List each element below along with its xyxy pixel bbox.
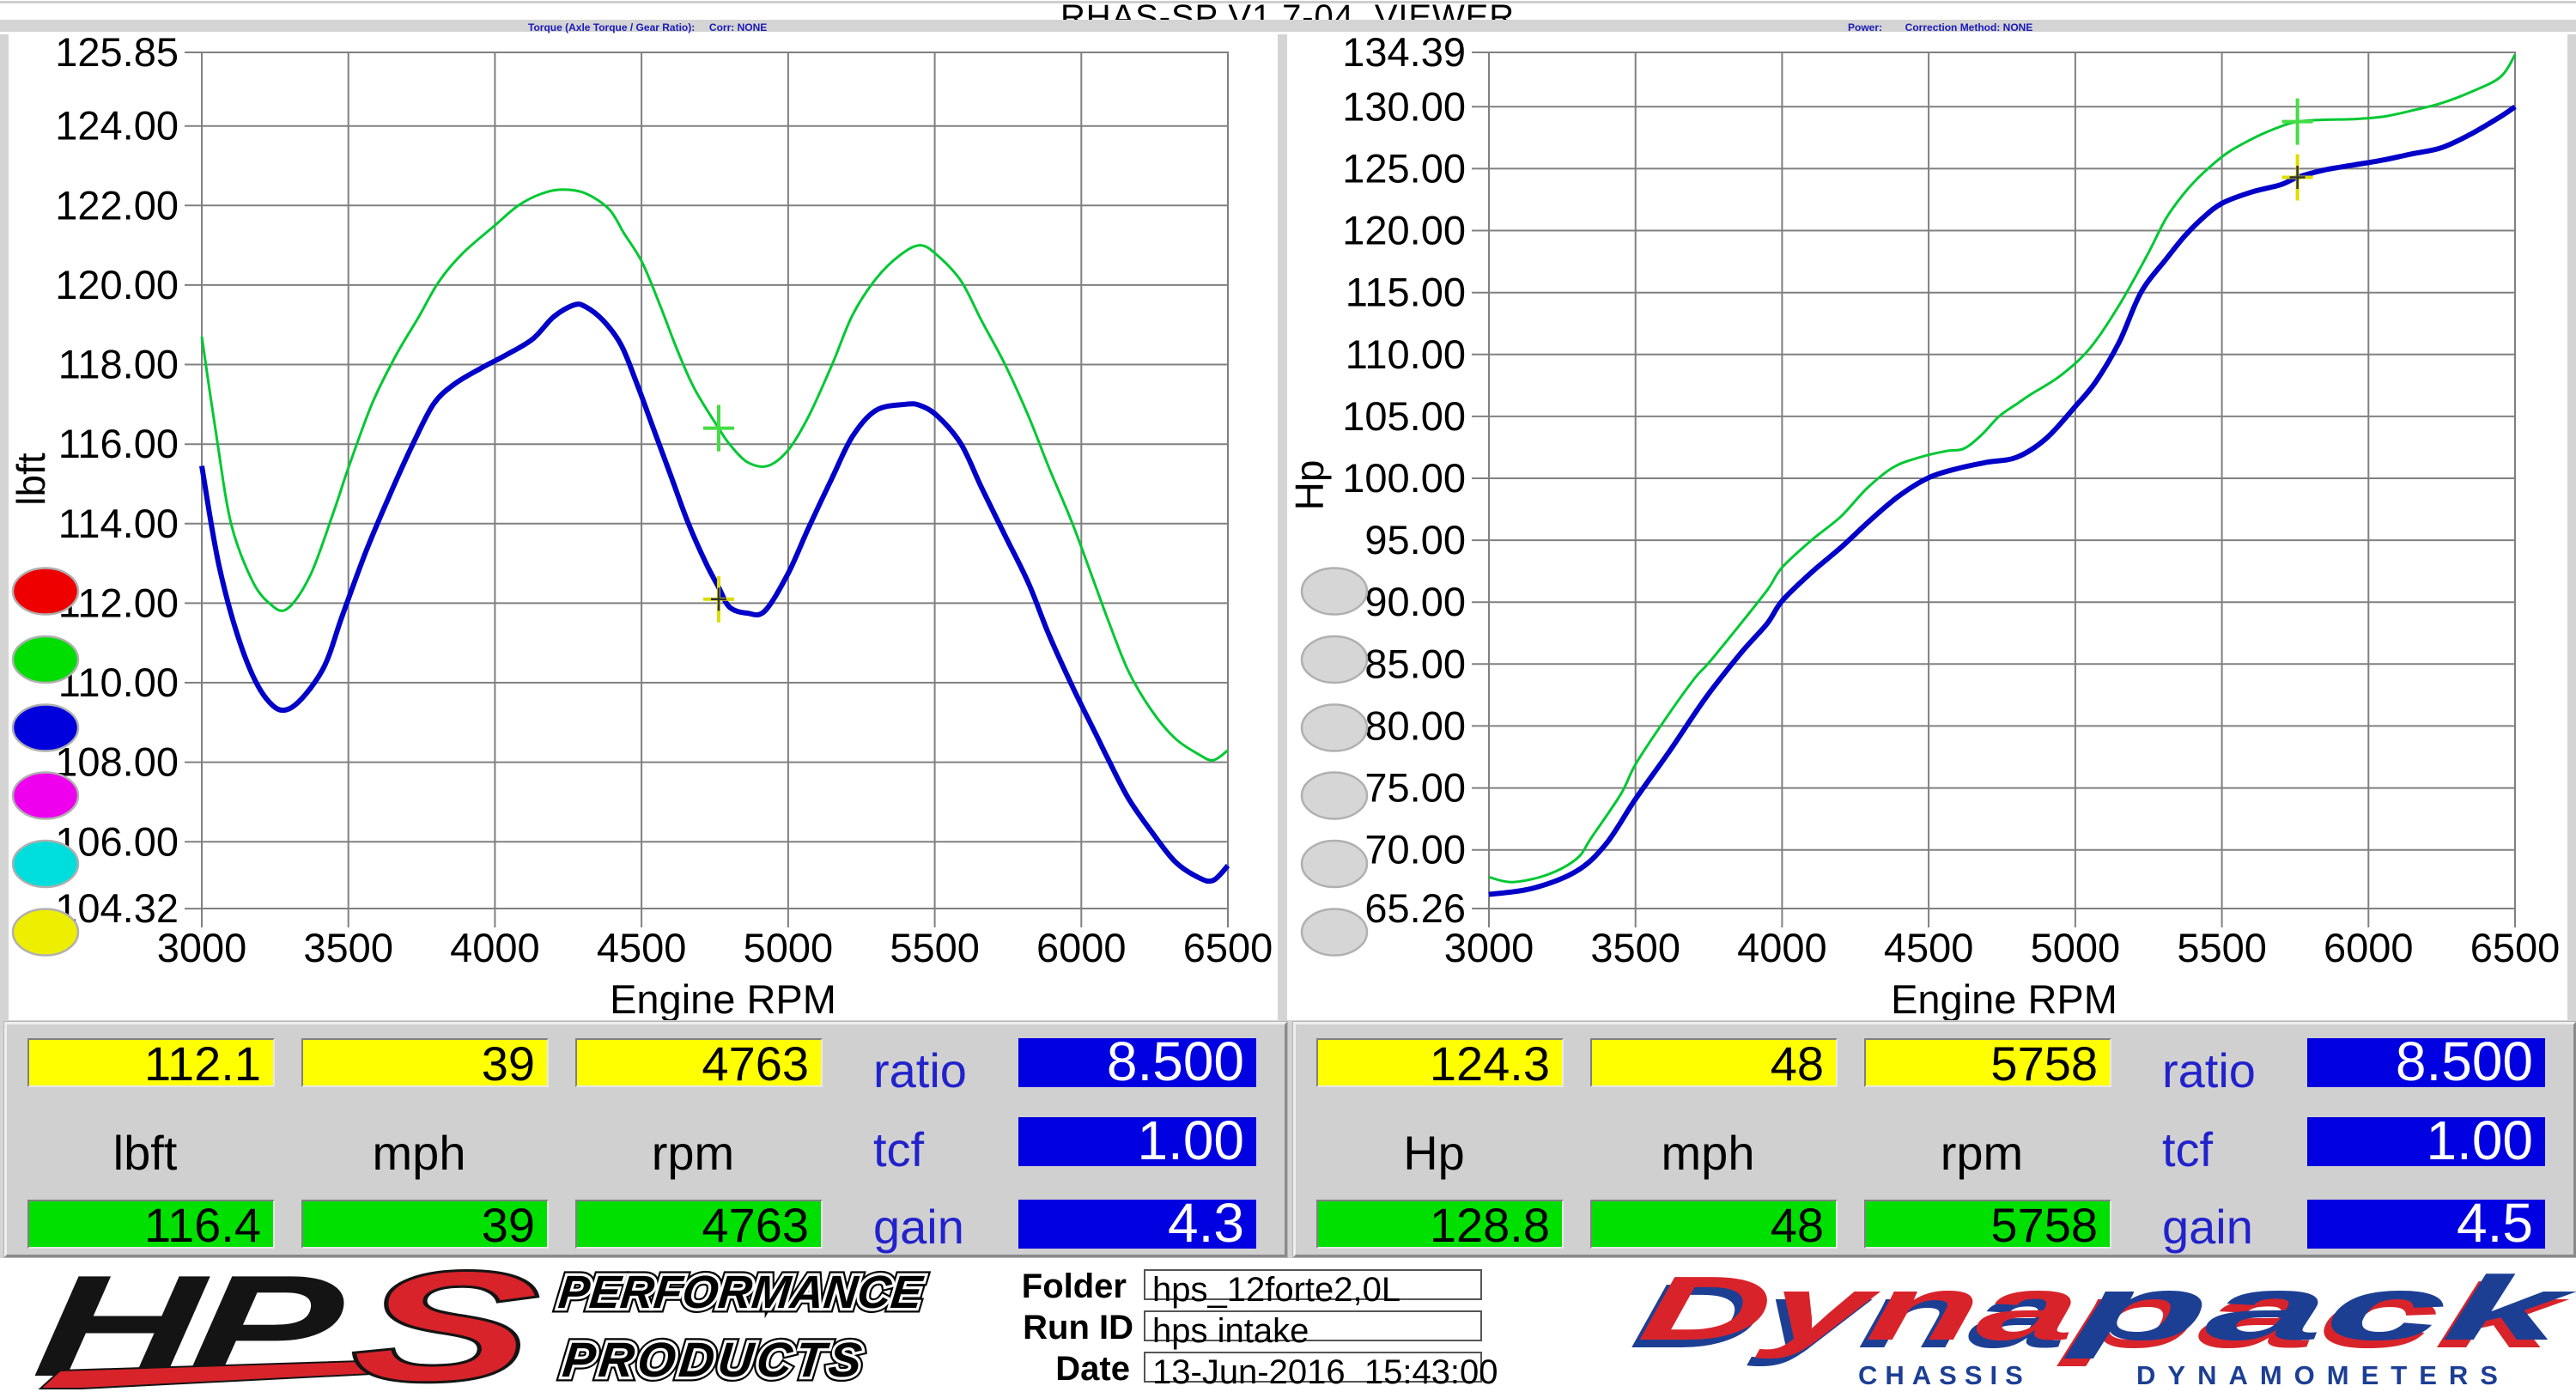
svg-text:Dyna: Dyna bbox=[1633, 1258, 2087, 1359]
svg-text:pack: pack bbox=[2063, 1258, 2576, 1359]
svg-text:CHASSIS: CHASSIS bbox=[1858, 1360, 2031, 1389]
svg-text:Dyna: Dyna bbox=[1625, 1266, 2080, 1368]
svg-text:115.00: 115.00 bbox=[1346, 270, 1466, 315]
svg-text:Engine RPM: Engine RPM bbox=[1891, 976, 2117, 1020]
svg-text:125.00: 125.00 bbox=[1342, 145, 1466, 191]
svg-text:105.00: 105.00 bbox=[1342, 393, 1466, 439]
svg-text:6500: 6500 bbox=[2470, 925, 2561, 970]
svg-text:75.00: 75.00 bbox=[1364, 765, 1466, 811]
svg-text:5000: 5000 bbox=[744, 925, 834, 970]
svg-text:DYNAMOMETERS: DYNAMOMETERS bbox=[2136, 1360, 2510, 1389]
svg-text:110.00: 110.00 bbox=[1346, 331, 1466, 377]
svg-text:120.00: 120.00 bbox=[55, 262, 179, 307]
svg-text:125.85: 125.85 bbox=[55, 34, 179, 75]
svg-text:5500: 5500 bbox=[890, 925, 980, 970]
svg-text:4500: 4500 bbox=[597, 925, 687, 970]
svg-text:134.39: 134.39 bbox=[1342, 34, 1466, 75]
svg-text:6000: 6000 bbox=[2324, 925, 2414, 970]
svg-text:118.00: 118.00 bbox=[58, 342, 179, 387]
svg-text:90.00: 90.00 bbox=[1364, 579, 1466, 624]
svg-text:3500: 3500 bbox=[303, 925, 393, 970]
svg-text:116.00: 116.00 bbox=[58, 421, 179, 466]
svg-text:108.00: 108.00 bbox=[55, 739, 179, 785]
svg-text:5000: 5000 bbox=[2031, 925, 2121, 970]
svg-text:6000: 6000 bbox=[1036, 925, 1127, 970]
svg-text:6500: 6500 bbox=[1183, 925, 1273, 970]
svg-text:130.00: 130.00 bbox=[1342, 83, 1466, 129]
svg-text:124.00: 124.00 bbox=[55, 103, 179, 149]
svg-text:95.00: 95.00 bbox=[1364, 517, 1466, 562]
svg-text:4000: 4000 bbox=[1737, 925, 1827, 970]
svg-text:100.00: 100.00 bbox=[1342, 455, 1466, 501]
svg-text:4000: 4000 bbox=[450, 925, 540, 970]
svg-text:PERFORMANCE: PERFORMANCE bbox=[556, 1267, 927, 1318]
svg-text:PRODUCTS: PRODUCTS bbox=[560, 1333, 867, 1388]
svg-text:PRODUCTS: PRODUCTS bbox=[560, 1333, 867, 1388]
svg-text:PERFORMANCE: PERFORMANCE bbox=[556, 1267, 927, 1318]
svg-text:3000: 3000 bbox=[157, 925, 247, 970]
svg-text:3000: 3000 bbox=[1444, 925, 1534, 970]
svg-text:120.00: 120.00 bbox=[1342, 208, 1466, 253]
svg-text:Engine RPM: Engine RPM bbox=[610, 976, 836, 1020]
svg-text:80.00: 80.00 bbox=[1364, 702, 1466, 748]
svg-text:114.00: 114.00 bbox=[58, 501, 179, 546]
svg-text:70.00: 70.00 bbox=[1364, 827, 1466, 872]
svg-text:110.00: 110.00 bbox=[58, 660, 179, 705]
svg-text:lbft: lbft bbox=[9, 453, 53, 506]
svg-text:4500: 4500 bbox=[1884, 925, 1974, 970]
svg-text:3500: 3500 bbox=[1590, 925, 1680, 970]
svg-text:Hp: Hp bbox=[1287, 460, 1332, 511]
svg-text:pack: pack bbox=[2056, 1265, 2576, 1367]
svg-text:65.26: 65.26 bbox=[1364, 885, 1466, 931]
svg-text:122.00: 122.00 bbox=[55, 182, 179, 228]
svg-text:5500: 5500 bbox=[2177, 925, 2267, 970]
svg-text:85.00: 85.00 bbox=[1364, 641, 1466, 686]
svg-text:S: S bbox=[343, 1258, 550, 1389]
